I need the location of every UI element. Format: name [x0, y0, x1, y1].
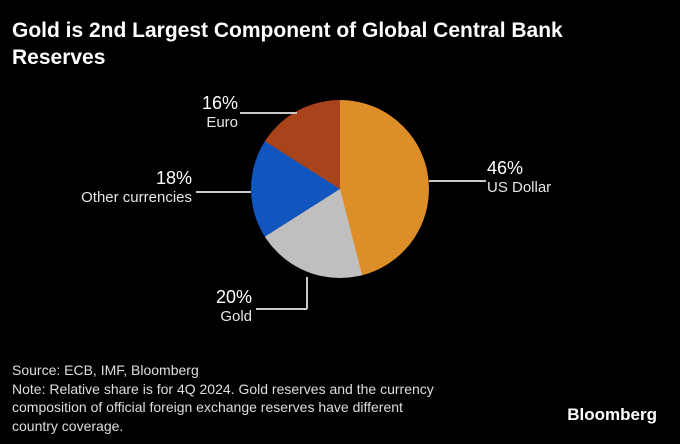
chart-title: Gold is 2nd Largest Component of Global … [12, 19, 563, 69]
callout-other-currencies: 18% Other currencies [20, 168, 192, 207]
leader-line-other-currencies [196, 191, 251, 193]
pie-chart [251, 100, 429, 278]
euro-name-label: Euro [206, 114, 238, 131]
source-text: Source: ECB, IMF, Bloomberg [12, 362, 199, 378]
gold-name-label: Gold [220, 308, 252, 325]
gold-percent-label: 20% [215, 287, 252, 307]
euro-percent-label: 16% [201, 93, 238, 113]
callout-euro: 16% Euro [118, 93, 238, 132]
leader-line-gold-horizontal [256, 308, 307, 310]
note-line-2: composition of official foreign exchange… [12, 399, 403, 415]
bloomberg-logo: Bloomberg [567, 405, 657, 424]
other-currencies-percent-label: 18% [155, 168, 192, 188]
us-dollar-name-label: US Dollar [487, 179, 552, 196]
footer-notes: Source: ECB, IMF, Bloomberg Note: Relati… [12, 361, 434, 435]
leader-line-gold-vertical [306, 277, 308, 309]
note-line-3: country coverage. [12, 417, 124, 434]
us-dollar-percent-label: 46% [487, 158, 524, 178]
note-line-1: Note: Relative share is for 4Q 2024. Gol… [12, 380, 434, 397]
callout-us-dollar: 46% US Dollar [487, 158, 617, 197]
leader-line-euro [240, 112, 297, 114]
callout-gold: 20% Gold [152, 287, 252, 326]
leader-line-us-dollar [429, 180, 486, 182]
other-currencies-name-label: Other currencies [81, 189, 192, 206]
